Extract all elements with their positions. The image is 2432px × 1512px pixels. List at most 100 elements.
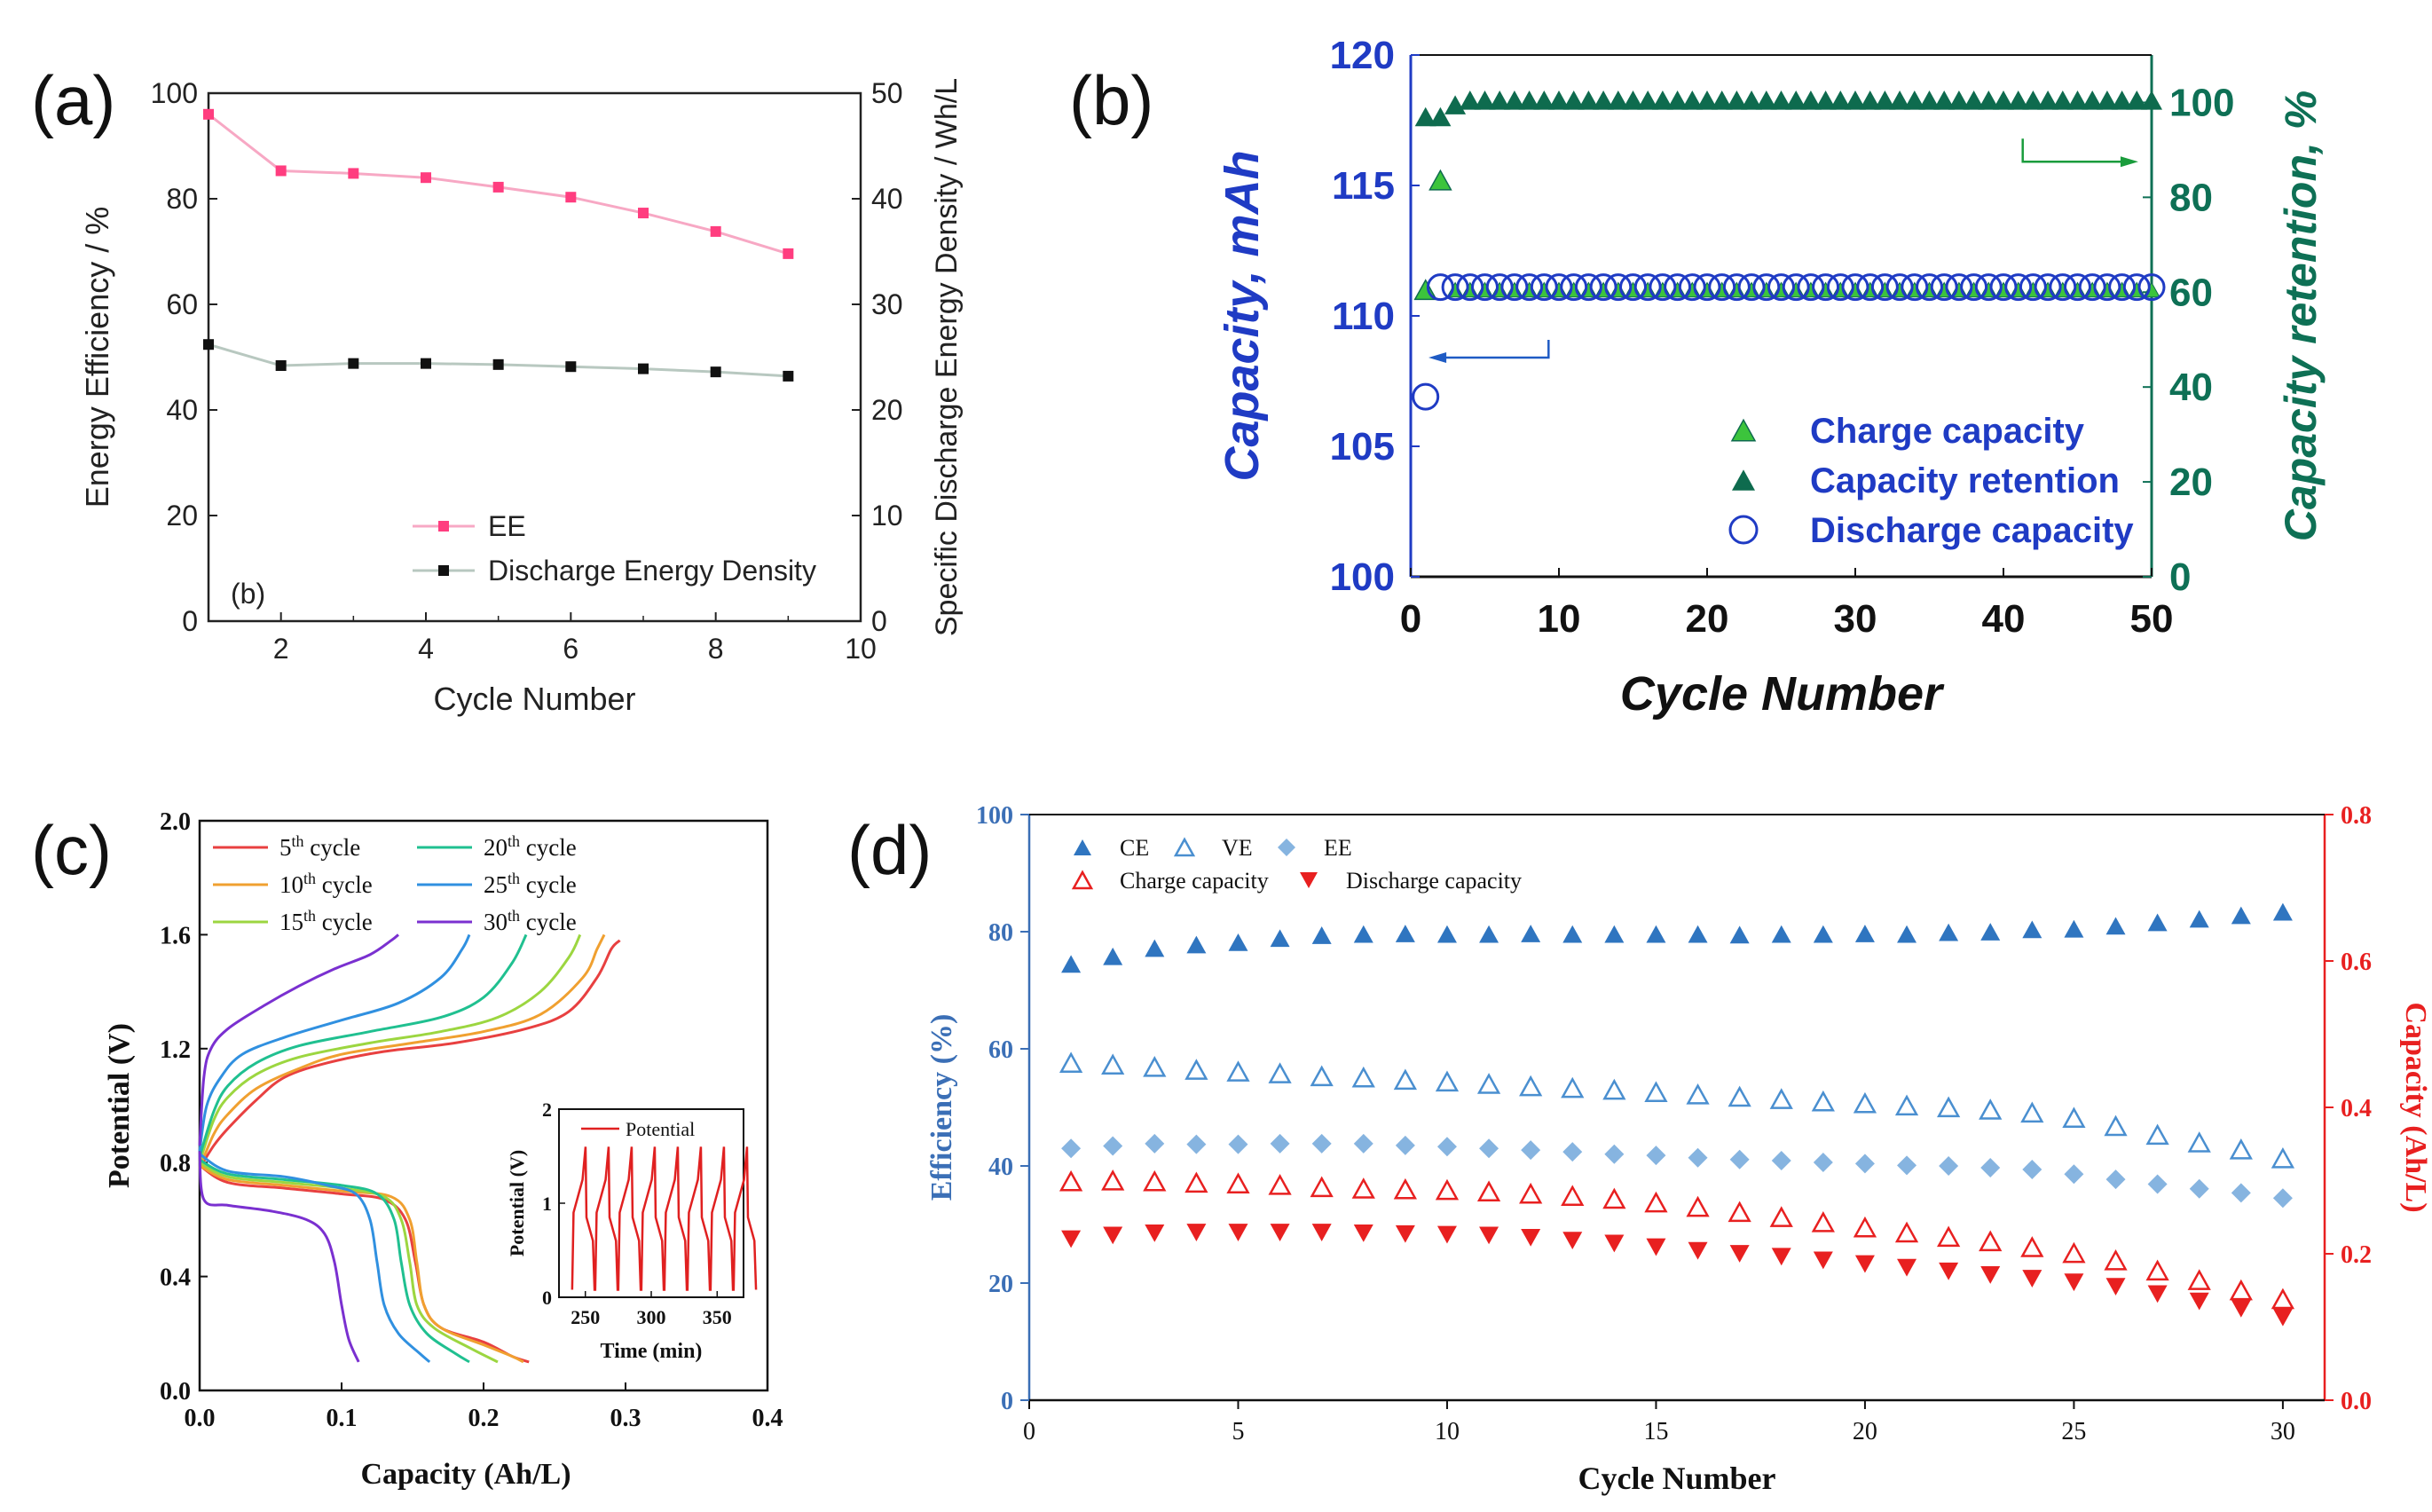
data-point-3 xyxy=(1185,1171,1208,1193)
y2-tick-label: 0.6 xyxy=(2341,949,2372,976)
data-point-2 xyxy=(1436,1137,1457,1157)
data-point-2 xyxy=(1103,1136,1123,1156)
data-point-3 xyxy=(1101,1169,1125,1191)
retention-point xyxy=(1562,90,1585,110)
retention-point xyxy=(1814,90,1837,110)
y-tick-label: 100 xyxy=(1330,555,1395,599)
data-point-1 xyxy=(1979,1099,2003,1120)
discharge-point xyxy=(1945,273,1973,302)
retention-point xyxy=(1533,90,1555,110)
right-axis-arrow xyxy=(2021,138,2129,163)
inset-legend-entry: Potential xyxy=(626,1118,695,1140)
retention-point xyxy=(1933,90,1956,110)
data-point-2 xyxy=(1395,1135,1415,1155)
data-point-1 xyxy=(1393,1068,1417,1091)
retention-point xyxy=(1874,90,1896,110)
data-point-4 xyxy=(1228,1224,1248,1241)
data-point xyxy=(565,361,577,373)
y2-tick-label: 20 xyxy=(2169,461,2213,504)
data-point-2 xyxy=(2272,1188,2293,1209)
x-tick-label: 40 xyxy=(1982,597,2026,641)
discharge-point xyxy=(1989,273,2018,302)
legend-entry: Discharge capacity xyxy=(1346,868,1522,894)
data-point-1 xyxy=(1602,1078,1626,1100)
retention-point xyxy=(1830,90,1852,110)
data-point-0 xyxy=(1353,925,1373,943)
y2-tick-label: 40 xyxy=(2169,366,2213,409)
charge-curve-5 xyxy=(198,933,399,1146)
retention-point xyxy=(1593,90,1615,110)
discharge-point xyxy=(2034,273,2062,302)
data-point-4 xyxy=(1270,1224,1290,1241)
data-point-0 xyxy=(1395,925,1415,942)
panel-label-b: (b) xyxy=(1069,61,1153,139)
y2-tick-label: 100 xyxy=(2169,81,2234,124)
data-point-3 xyxy=(1811,1211,1835,1232)
legend-marker xyxy=(1173,837,1196,857)
inner-label: (b) xyxy=(231,578,265,610)
data-point-1 xyxy=(1310,1065,1334,1087)
data-point-0 xyxy=(2189,910,2209,928)
data-point-0 xyxy=(1646,925,1666,943)
discharge-point xyxy=(1974,273,2003,302)
data-point-0 xyxy=(2105,917,2126,935)
inset-potential-line xyxy=(571,1146,758,1291)
y2-tick-label: 0.0 xyxy=(2341,1388,2372,1415)
data-point-3 xyxy=(2020,1236,2044,1257)
discharge-point xyxy=(2122,273,2151,302)
data-point-3 xyxy=(1602,1187,1626,1209)
y2-tick-label: 20 xyxy=(871,394,903,426)
data-point-1 xyxy=(2271,1146,2295,1169)
discharge-point xyxy=(1737,273,1766,302)
y-tick-label: 20 xyxy=(988,1271,1013,1298)
y-tick-label: 0.0 xyxy=(160,1378,191,1406)
retention-point xyxy=(1770,90,1792,110)
legend-marker xyxy=(1074,839,1091,855)
retention-point xyxy=(2096,90,2118,110)
data-point-3 xyxy=(1853,1216,1877,1238)
data-point-0 xyxy=(1436,925,1457,943)
data-point-4 xyxy=(1897,1258,1917,1277)
discharge-point xyxy=(1515,273,1544,302)
data-point-1 xyxy=(2062,1106,2086,1129)
data-point-0 xyxy=(1854,925,1875,942)
legend-entry: Discharge capacity xyxy=(1810,511,2134,550)
data-point-3 xyxy=(2271,1288,2295,1310)
discharge-point xyxy=(1841,273,1869,302)
y-tick-label: 100 xyxy=(151,77,198,109)
charge-curve-2 xyxy=(198,933,582,1163)
data-point-4 xyxy=(1395,1225,1415,1243)
retention-point xyxy=(1903,90,1925,110)
data-point-3 xyxy=(1143,1169,1167,1192)
data-point xyxy=(421,172,431,184)
retention-point xyxy=(1414,106,1436,127)
data-point-2 xyxy=(1562,1142,1583,1162)
retention-point xyxy=(1666,90,1688,110)
data-point-0 xyxy=(1729,925,1750,944)
data-point-4 xyxy=(1521,1228,1541,1247)
data-point-4 xyxy=(1353,1225,1373,1242)
charge-curve-4 xyxy=(198,933,471,1152)
discharge-point xyxy=(2049,273,2077,302)
data-point xyxy=(421,358,431,369)
data-point-0 xyxy=(1270,929,1290,948)
data-point-4 xyxy=(2189,1292,2209,1311)
data-point-4 xyxy=(1688,1241,1708,1260)
discharge-curve-4 xyxy=(199,1153,431,1364)
data-point-2 xyxy=(2231,1183,2251,1203)
data-point-4 xyxy=(1980,1266,2001,1284)
data-point-4 xyxy=(2064,1273,2084,1292)
data-point-4 xyxy=(1311,1224,1332,1241)
retention-point xyxy=(1845,90,1866,110)
data-point-3 xyxy=(1644,1191,1668,1213)
legend-entry: 10th cycle xyxy=(279,870,373,898)
legend-marker xyxy=(1071,870,1094,890)
discharge-point xyxy=(1678,273,1706,302)
data-point-0 xyxy=(1103,947,1123,965)
y2-tick-label: 0.4 xyxy=(2341,1095,2372,1122)
charge-curve-0 xyxy=(198,939,621,1169)
data-point xyxy=(783,370,794,382)
data-point xyxy=(203,339,214,350)
data-point-1 xyxy=(1268,1062,1292,1083)
